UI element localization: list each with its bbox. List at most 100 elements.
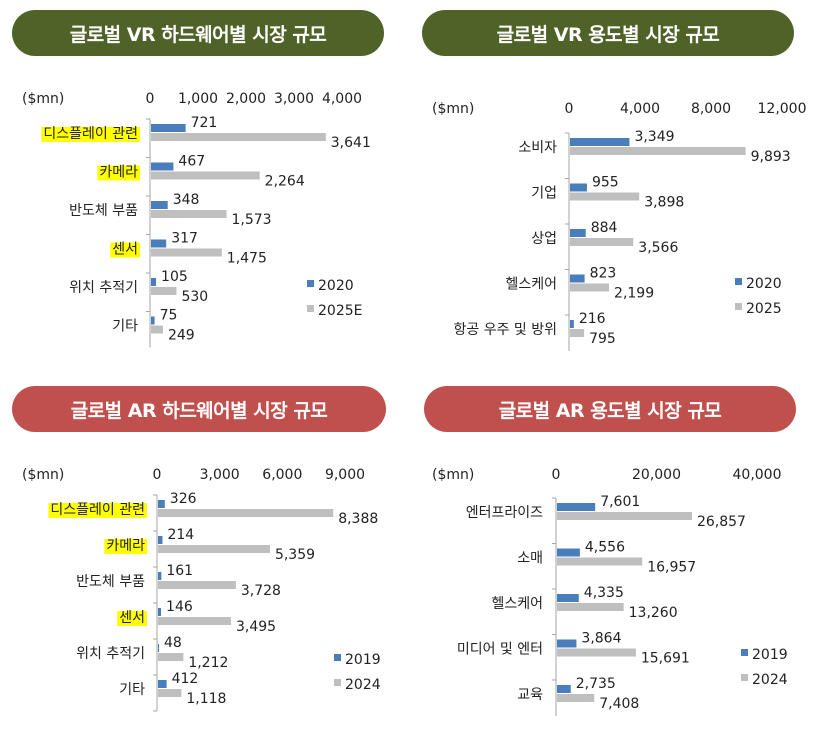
x-tick-label: 40,000: [733, 467, 782, 483]
data-label-2025: 2,199: [614, 286, 654, 302]
data-label-2024: 16,957: [647, 560, 696, 576]
x-tick-label: 3,000: [200, 467, 240, 483]
data-label-2019: 2,735: [576, 676, 616, 692]
bar-2025e: [151, 171, 260, 180]
category-label: 반도체 부품: [69, 203, 138, 219]
data-label-2024: 26,857: [697, 514, 746, 530]
data-label-2024: 15,691: [641, 651, 690, 667]
bar-2020: [151, 124, 186, 132]
data-label-2024: 5,359: [275, 547, 315, 563]
data-label-2020: 823: [590, 266, 617, 282]
category-label: 소비자: [518, 140, 557, 156]
category-label: 소매: [517, 551, 543, 567]
category-label: 항공 우주 및 방위: [453, 322, 557, 338]
data-label-2024: 1,118: [186, 691, 226, 707]
bar-2025e: [151, 248, 222, 257]
bar-2020: [570, 320, 574, 328]
data-label-2019: 146: [166, 599, 193, 615]
data-label-2025: 3,898: [644, 195, 684, 211]
legend-swatch: [307, 305, 314, 312]
category-label: 엔터프라이즈: [466, 505, 543, 521]
x-tick-label: 2,000: [226, 91, 266, 107]
category-highlight: [110, 242, 140, 258]
legend-label: 2019: [752, 647, 788, 663]
bar-2020: [151, 239, 167, 248]
x-tick-label: 0: [565, 101, 574, 117]
category-label: 센서: [112, 242, 138, 258]
data-label-2019: 3,864: [581, 631, 621, 647]
bar-2019: [557, 503, 596, 511]
data-label-2020: 348: [173, 192, 200, 208]
legend-swatch: [334, 679, 341, 686]
legend-label: 2020: [318, 278, 354, 294]
data-label-2020: 105: [161, 269, 188, 285]
x-tick-label: 12,000: [758, 101, 807, 117]
legend-swatch: [307, 280, 314, 287]
category-label: 교육: [517, 687, 543, 703]
data-label-2019: 326: [170, 491, 197, 507]
data-label-2024: 1,212: [188, 655, 228, 671]
legend-swatch: [334, 654, 341, 661]
data-label-2019: 214: [167, 527, 194, 543]
bar-2019: [158, 608, 162, 616]
x-tick-label: 8,000: [691, 101, 731, 117]
x-tick-label: 6,000: [262, 467, 302, 483]
bar-2019: [158, 500, 165, 508]
data-label-2020: 75: [160, 308, 178, 324]
legend-swatch: [735, 303, 742, 310]
bar-2019: [158, 644, 160, 652]
data-label-2024: 3,495: [236, 619, 276, 635]
data-label-2025: 9,893: [751, 149, 791, 165]
category-highlight: [117, 611, 147, 626]
data-label-2019: 4,335: [584, 585, 624, 601]
data-label-2025e: 249: [168, 328, 195, 344]
bar-2024: [158, 653, 184, 661]
bar-2025: [570, 238, 634, 246]
bar-2019: [557, 548, 580, 557]
bar-2020: [570, 183, 587, 192]
bar-2020: [151, 278, 157, 286]
data-label-2025e: 3,641: [331, 135, 371, 151]
bar-2025e: [151, 210, 227, 218]
legend-label: 2020: [746, 276, 782, 292]
data-label-2025: 795: [589, 331, 616, 347]
legend-swatch: [741, 649, 748, 656]
bar-2025: [570, 147, 746, 155]
bar-2024: [557, 648, 636, 657]
bar-2020: [151, 162, 174, 171]
bar-2025e: [151, 287, 177, 295]
x-tick-label: 4,000: [620, 101, 660, 117]
bar-2020: [570, 274, 585, 283]
data-label-2019: 161: [166, 563, 193, 579]
bar-2020: [570, 229, 586, 237]
unit-label: ($mn): [432, 467, 474, 483]
bar-2025: [570, 329, 585, 337]
category-label: 센서: [119, 610, 145, 626]
data-label-2020: 467: [178, 154, 205, 170]
category-highlight: [48, 503, 147, 518]
unit-label: ($mn): [22, 91, 64, 107]
data-label-2020: 216: [579, 311, 606, 327]
x-tick-label: 4,000: [322, 91, 362, 107]
bar-2020: [570, 138, 630, 146]
data-label-2019: 48: [164, 635, 182, 651]
x-tick-label: 0: [146, 91, 155, 107]
bar-2025: [570, 192, 640, 201]
category-label: 카메라: [106, 538, 145, 554]
bar-2019: [158, 680, 167, 688]
legend-label: 2025E: [318, 303, 362, 319]
data-label-2025e: 1,573: [232, 212, 272, 228]
legend-label: 2019: [345, 652, 381, 668]
x-tick-label: 1,000: [178, 91, 218, 107]
data-label-2019: 4,556: [585, 540, 625, 556]
category-label: 기타: [119, 682, 145, 698]
bar-2024: [557, 603, 624, 611]
data-label-2025e: 530: [181, 289, 208, 305]
category-label: 헬스케어: [491, 596, 543, 612]
category-highlight: [41, 127, 140, 142]
vr-application-title: 글로벌 VR 용도별 시장 규모: [422, 10, 794, 56]
data-label-2020: 955: [592, 175, 619, 191]
bar-2019: [557, 639, 577, 648]
